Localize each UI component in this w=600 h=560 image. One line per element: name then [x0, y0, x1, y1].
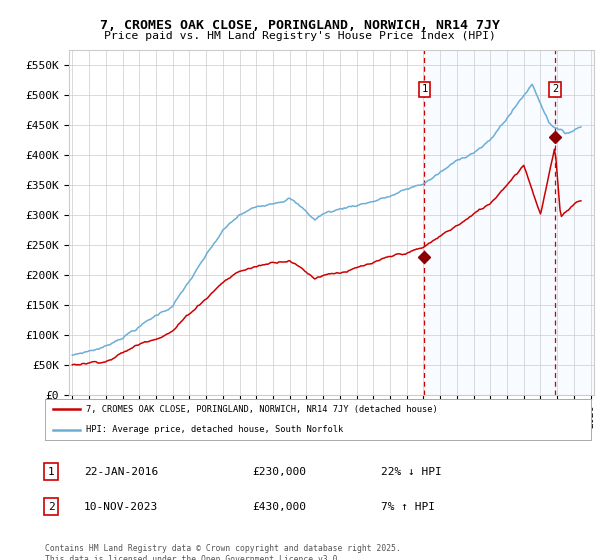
Text: 2: 2: [552, 85, 558, 94]
Text: 7, CROMES OAK CLOSE, PORINGLAND, NORWICH, NR14 7JY (detached house): 7, CROMES OAK CLOSE, PORINGLAND, NORWICH…: [86, 405, 438, 414]
Text: 1: 1: [421, 85, 428, 94]
Text: £230,000: £230,000: [252, 466, 306, 477]
Bar: [424, 50, 594, 395]
Text: 7% ↑ HPI: 7% ↑ HPI: [381, 502, 435, 512]
Text: 22-JAN-2016: 22-JAN-2016: [84, 466, 158, 477]
Text: 10-NOV-2023: 10-NOV-2023: [84, 502, 158, 512]
Text: £430,000: £430,000: [252, 502, 306, 512]
Text: Price paid vs. HM Land Registry's House Price Index (HPI): Price paid vs. HM Land Registry's House …: [104, 31, 496, 41]
Text: HPI: Average price, detached house, South Norfolk: HPI: Average price, detached house, Sout…: [86, 425, 343, 434]
Text: 1: 1: [47, 466, 55, 477]
Text: Contains HM Land Registry data © Crown copyright and database right 2025.
This d: Contains HM Land Registry data © Crown c…: [45, 544, 401, 560]
Text: 7, CROMES OAK CLOSE, PORINGLAND, NORWICH, NR14 7JY: 7, CROMES OAK CLOSE, PORINGLAND, NORWICH…: [100, 18, 500, 32]
Text: 2: 2: [47, 502, 55, 512]
Text: 22% ↓ HPI: 22% ↓ HPI: [381, 466, 442, 477]
